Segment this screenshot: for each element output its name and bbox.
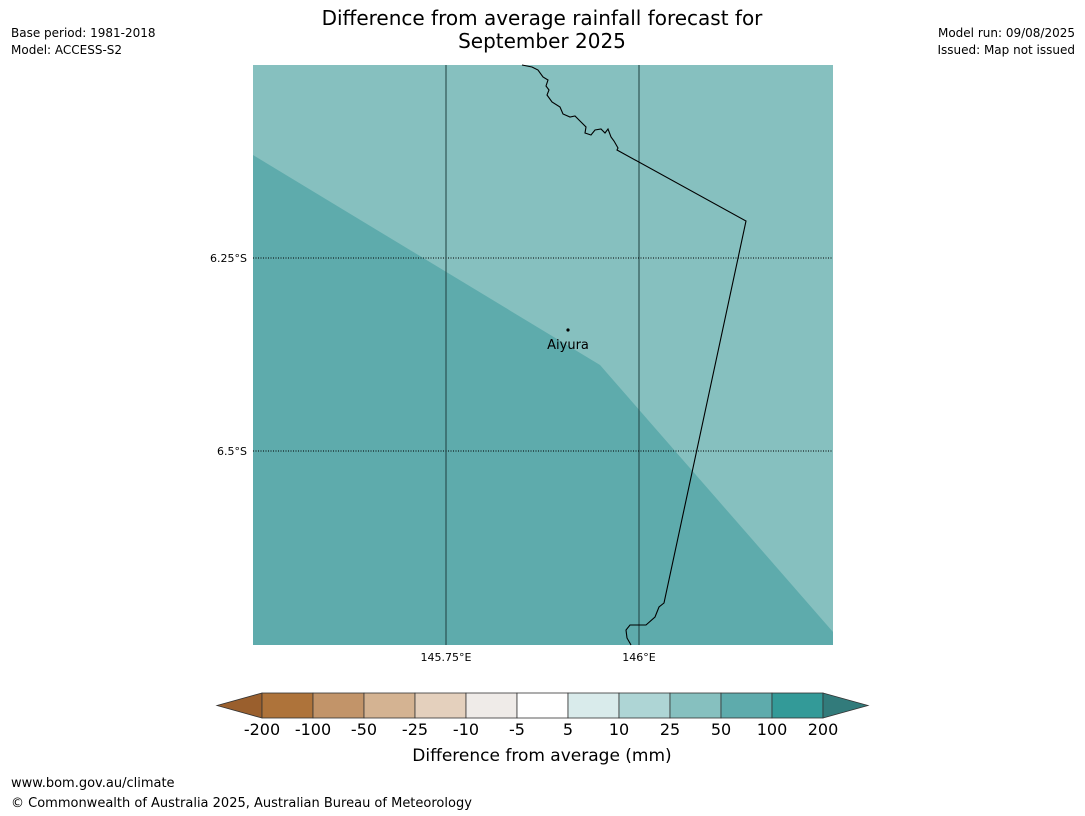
colorbar-swatch (312, 692, 365, 719)
colorbar-tick-label: -10 (452, 720, 480, 739)
meta-left: Base period: 1981-2018 Model: ACCESS-S2 (11, 25, 156, 59)
colorbar-tick-label: -200 (243, 720, 281, 739)
model-text: Model: ACCESS-S2 (11, 43, 123, 57)
region-50-100 (253, 155, 833, 645)
colorbar-tick-label: 200 (807, 720, 839, 739)
colorbar-tick-label: 5 (562, 720, 574, 739)
issued-text: Issued: Map not issued (937, 43, 1075, 57)
footer-url: www.bom.gov.au/climate (11, 776, 175, 791)
colorbar-under-arrow (215, 692, 263, 719)
colorbar-tick-label: -100 (294, 720, 332, 739)
meta-right: Model run: 09/08/2025 Issued: Map not is… (937, 25, 1075, 59)
colorbar-swatch (516, 692, 569, 719)
aiyura-marker (566, 328, 570, 332)
colorbar-swatch (720, 692, 773, 719)
colorbar-tick-label: 25 (659, 720, 681, 739)
coastline (521, 64, 747, 646)
colorbar-swatch (363, 692, 416, 719)
colorbar (215, 692, 870, 719)
colorbar-over-arrow (822, 692, 870, 719)
map-title: Difference from average rainfall forecas… (321, 6, 763, 53)
base-period-text: Base period: 1981-2018 (11, 26, 156, 40)
colorbar-label: Difference from average (mm) (412, 746, 672, 766)
colorbar-tick-label: -25 (401, 720, 429, 739)
colorbar-tick-label: 50 (710, 720, 732, 739)
colorbar-swatch (567, 692, 620, 719)
colorbar-swatch (465, 692, 518, 719)
colorbar-tick-label: 100 (756, 720, 788, 739)
model-run-text: Model run: 09/08/2025 (937, 26, 1075, 40)
colorbar-swatch (618, 692, 671, 719)
lon-label-145-75: 145.75°E (421, 651, 472, 664)
colorbar-tick-label: -50 (350, 720, 378, 739)
footer-copyright: © Commonwealth of Australia 2025, Austra… (11, 796, 472, 811)
lat-label-6-25: 6.25°S (210, 252, 247, 265)
colorbar-swatch (414, 692, 467, 719)
colorbar-swatch (261, 692, 314, 719)
aiyura-label: Aiyura (547, 338, 589, 353)
lon-label-146: 146°E (622, 651, 655, 664)
lat-label-6-5: 6.5°S (217, 445, 247, 458)
colorbar-swatch (669, 692, 722, 719)
colorbar-tick-label: 10 (608, 720, 630, 739)
colorbar-swatch (771, 692, 824, 719)
colorbar-tick-label: -5 (509, 720, 525, 739)
